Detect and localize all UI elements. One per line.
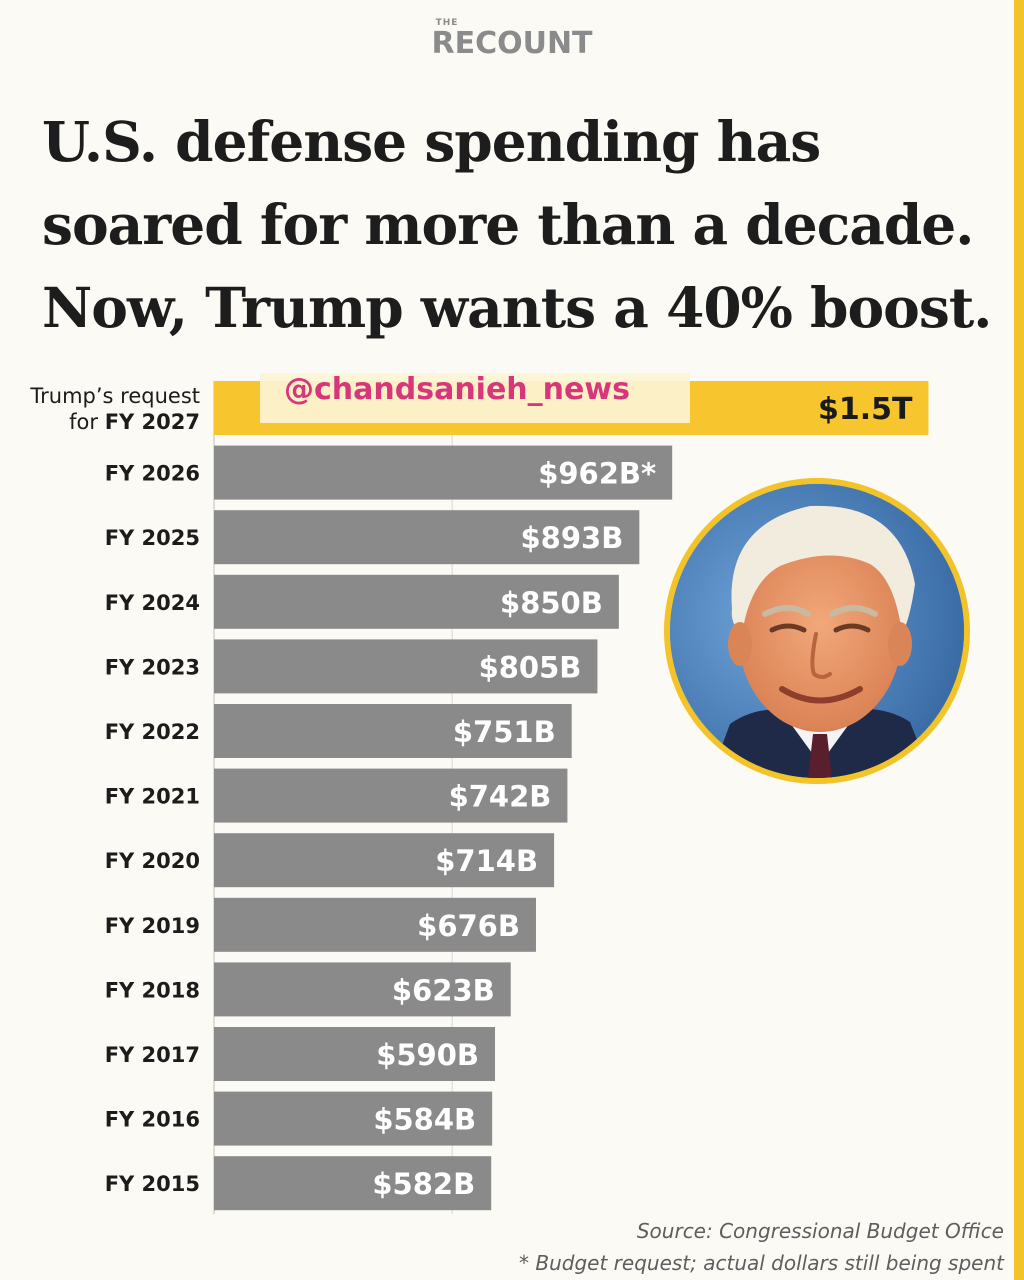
tick-label-line2: for FY 2027 [69, 410, 200, 434]
bar-fy-2017 [214, 1027, 496, 1081]
tick-label: FY 2022 [105, 720, 200, 744]
data-label: $1.5T [818, 392, 913, 427]
footnote-line: * Budget request; actual dollars still b… [519, 1251, 1004, 1275]
headline-line-3: Now, Trump wants a 40% boost. [42, 275, 992, 340]
bar-fy-2021 [214, 768, 568, 823]
data-label: $584B [373, 1103, 476, 1137]
tick-label: FY 2019 [105, 914, 200, 938]
tick-label: FY 2021 [105, 785, 200, 809]
data-label: $751B [453, 715, 556, 749]
bar-fy-2015 [214, 1156, 492, 1211]
tick-label: FY 2015 [105, 1172, 200, 1196]
tick-label: FY 2023 [105, 655, 200, 679]
data-label: $742B [449, 780, 552, 814]
bar-fy-2023 [214, 639, 598, 694]
tick-label: FY 2025 [105, 526, 200, 550]
data-label: $962B* [538, 457, 656, 491]
source-line: Source: Congressional Budget Office [636, 1219, 1004, 1243]
data-label: $590B [376, 1038, 479, 1072]
bar-fy-2024 [214, 574, 619, 629]
tick-label: FY 2018 [105, 978, 200, 1002]
bar-fy-2025 [214, 510, 640, 565]
tick-label: FY 2017 [105, 1043, 200, 1067]
portrait-photo [664, 478, 970, 784]
data-label: $805B [479, 650, 582, 684]
data-label: $893B [521, 521, 624, 555]
watermark-handle: @chandsanieh_news [260, 373, 690, 423]
bar-fy-2022 [214, 704, 572, 758]
data-label: $623B [392, 973, 495, 1007]
brand-logo-main: RECOUNT [431, 26, 593, 61]
bar-fy-2018 [214, 962, 511, 1017]
data-label: $582B [372, 1167, 475, 1201]
tick-label: FY 2024 [105, 591, 200, 615]
tick-label: FY 2026 [105, 462, 200, 486]
bar-fy-2020 [214, 833, 555, 888]
tick-label-line1: Trump’s request [29, 384, 200, 408]
data-label: $714B [435, 844, 538, 878]
brand-logo: THE RECOUNT [0, 18, 1024, 60]
tick-label: FY 2016 [105, 1108, 200, 1132]
data-label: $850B [500, 586, 603, 620]
bar-fy-2019 [214, 897, 536, 952]
headline-line-2: soared for more than a decade. [42, 192, 974, 257]
headline: U.S. defense spending has soared for mor… [42, 100, 1002, 349]
source-note: Source: Congressional Budget Office * Bu… [519, 1215, 1004, 1279]
portrait-illustration [670, 484, 964, 778]
bar-fy-2016 [214, 1091, 493, 1146]
accent-stripe [1014, 0, 1024, 1280]
tick-label: FY 2020 [105, 849, 200, 873]
headline-line-1: U.S. defense spending has [42, 109, 821, 174]
bar-fy-2026 [214, 445, 673, 500]
data-label: $676B [417, 909, 520, 943]
brand-logo-small: THE [435, 18, 459, 28]
